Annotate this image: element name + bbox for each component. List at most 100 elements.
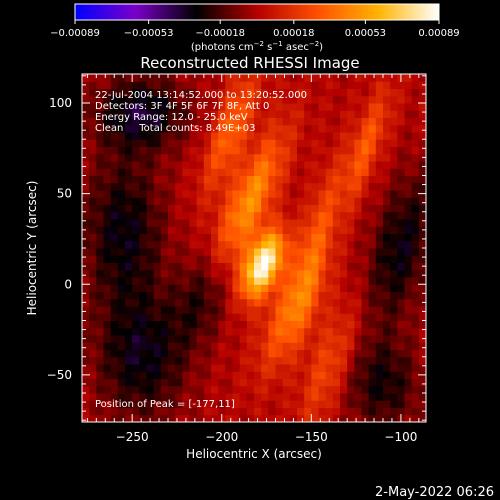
- heatmap-cell: [383, 182, 391, 191]
- heatmap-cell: [196, 219, 205, 227]
- heatmap-cell: [189, 226, 198, 234]
- heatmap-cell: [211, 139, 219, 147]
- heatmap-cell: [239, 393, 248, 401]
- heatmap-cell: [261, 132, 269, 140]
- heatmap-cell: [153, 378, 162, 387]
- heatmap-cell: [246, 385, 255, 394]
- heatmap-cell: [160, 95, 169, 104]
- heatmap-cell: [139, 182, 147, 191]
- heatmap-cell: [232, 371, 241, 379]
- heatmap-cell: [411, 400, 420, 408]
- heatmap-cell: [390, 378, 398, 387]
- heatmap-cell: [297, 168, 305, 176]
- heatmap-cell: [146, 269, 155, 278]
- heatmap-cell: [189, 124, 198, 133]
- heatmap-cell: [340, 190, 348, 198]
- heatmap-cell: [397, 110, 405, 118]
- heatmap-cell: [110, 356, 119, 365]
- heatmap-cell: [347, 211, 355, 220]
- heatmap-cell: [103, 262, 112, 271]
- heatmap-cell: [368, 262, 377, 271]
- heatmap-cell: [404, 190, 413, 198]
- heatmap-cell: [289, 168, 298, 176]
- heatmap-cell: [261, 342, 269, 350]
- heatmap-cell: [268, 81, 276, 89]
- heatmap-cell: [347, 255, 355, 263]
- heatmap-cell: [82, 284, 90, 292]
- heatmap-cell: [160, 74, 169, 82]
- heatmap-cell: [211, 153, 219, 162]
- heatmap-cell: [203, 400, 212, 408]
- heatmap-cell: [390, 306, 398, 314]
- heatmap-cell: [211, 240, 219, 249]
- heatmap-cell: [318, 139, 327, 147]
- heatmap-cell: [110, 269, 119, 278]
- heatmap-cell: [117, 320, 126, 329]
- heatmap-cell: [411, 226, 420, 234]
- heatmap-cell: [297, 88, 305, 97]
- heatmap-cell: [332, 74, 341, 82]
- heatmap-cell: [404, 117, 413, 126]
- heatmap-cell: [189, 284, 198, 292]
- heatmap-cell: [232, 153, 241, 162]
- heatmap-cell: [139, 124, 147, 133]
- heatmap-cell: [225, 95, 233, 104]
- heatmap-cell: [146, 211, 155, 220]
- heatmap-cell: [168, 320, 176, 329]
- heatmap-cell: [203, 240, 212, 249]
- heatmap-cell: [211, 226, 219, 234]
- heatmap-cell: [311, 124, 319, 133]
- heatmap-cell: [354, 284, 362, 292]
- heatmap-cell: [153, 364, 162, 372]
- heatmap-cell: [354, 168, 362, 176]
- heatmap-cell: [404, 240, 413, 249]
- heatmap-cell: [275, 306, 284, 314]
- heatmap-cell: [340, 269, 348, 278]
- heatmap-cell: [218, 226, 226, 234]
- heatmap-cell: [117, 95, 126, 104]
- heatmap-cell: [289, 132, 298, 140]
- heatmap-cell: [275, 298, 284, 307]
- heatmap-cell: [196, 124, 205, 133]
- heatmap-cell: [96, 175, 104, 184]
- heatmap-cell: [125, 349, 133, 358]
- heatmap-cell: [160, 407, 169, 416]
- heatmap-cell: [311, 226, 319, 234]
- heatmap-cell: [211, 204, 219, 213]
- heatmap-cell: [117, 414, 126, 423]
- heatmap-cell: [390, 400, 398, 408]
- heatmap-cell: [383, 335, 391, 343]
- heatmap-cell: [225, 291, 233, 300]
- heatmap-cell: [160, 320, 169, 329]
- heatmap-cell: [332, 269, 341, 278]
- heatmap-cell: [397, 81, 405, 89]
- heatmap-cell: [146, 117, 155, 126]
- heatmap-cell: [203, 95, 212, 104]
- heatmap-cell: [175, 226, 183, 234]
- heatmap-cell: [225, 313, 233, 321]
- heatmap-cell: [175, 211, 183, 220]
- heatmap-cell: [132, 414, 140, 423]
- heatmap-cell: [203, 204, 212, 213]
- heatmap-cell: [304, 132, 312, 140]
- heatmap-cell: [261, 284, 269, 292]
- heatmap-cell: [89, 175, 97, 184]
- y-tick-label: 0: [64, 277, 72, 291]
- heatmap-cell: [289, 240, 298, 249]
- heatmap-cell: [125, 277, 133, 285]
- heatmap-cell: [361, 378, 370, 387]
- heatmap-cell: [397, 226, 405, 234]
- heatmap-cell: [117, 349, 126, 358]
- heatmap-cell: [261, 255, 269, 263]
- heatmap-cell: [383, 298, 391, 307]
- heatmap-cell: [103, 81, 112, 89]
- heatmap-cell: [304, 393, 312, 401]
- heatmap-cell: [325, 364, 334, 372]
- heatmap-cell: [304, 284, 312, 292]
- heatmap-cell: [160, 262, 169, 271]
- heatmap-cell: [375, 255, 384, 263]
- heatmap-cell: [132, 277, 140, 285]
- heatmap-cell: [196, 240, 205, 249]
- heatmap-cell: [390, 226, 398, 234]
